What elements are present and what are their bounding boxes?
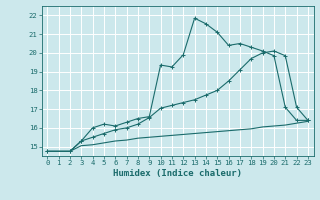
X-axis label: Humidex (Indice chaleur): Humidex (Indice chaleur) [113,169,242,178]
